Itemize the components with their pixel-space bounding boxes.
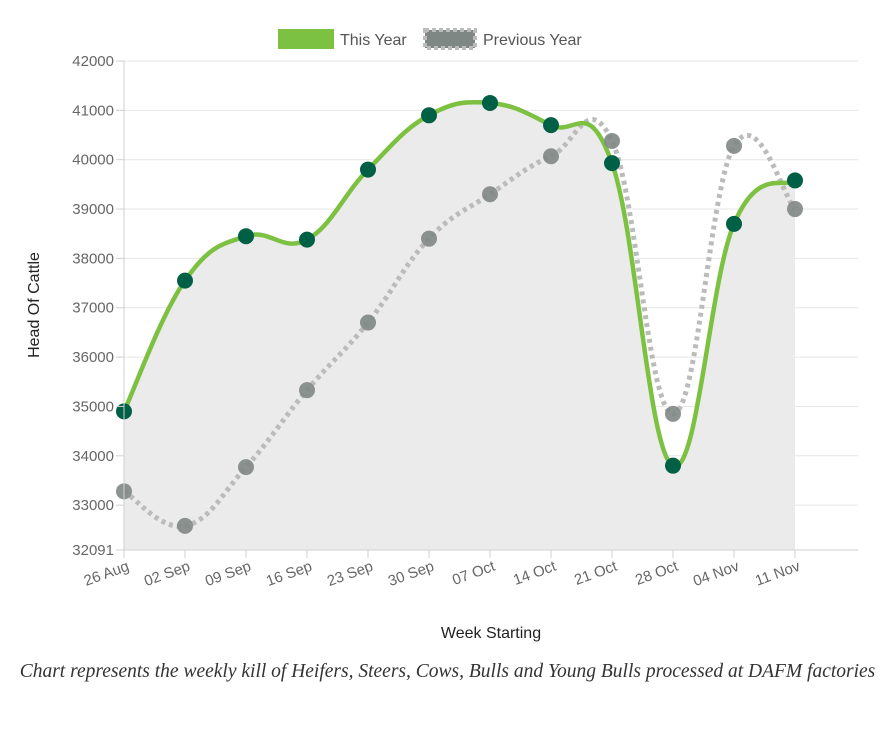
previous-year-point bbox=[665, 405, 681, 422]
previous-year-point bbox=[299, 382, 315, 399]
y-tick-label: 32091 bbox=[72, 542, 114, 559]
this-year-point bbox=[787, 172, 803, 189]
this-year-area-fill bbox=[124, 102, 795, 550]
this-year-point bbox=[543, 117, 559, 134]
y-tick-label: 37000 bbox=[72, 300, 114, 317]
x-tick-label: 09 Sep bbox=[203, 558, 253, 590]
y-tick-label: 33000 bbox=[72, 497, 114, 514]
x-tick-label: 26 Aug bbox=[82, 558, 132, 590]
this-year-point bbox=[482, 94, 498, 111]
y-tick-label: 41000 bbox=[72, 102, 114, 119]
x-tick-label: 07 Oct bbox=[450, 557, 498, 588]
y-tick-label: 39000 bbox=[72, 201, 114, 218]
x-tick-label: 04 Nov bbox=[691, 558, 742, 590]
chart-caption: Chart represents the weekly kill of Heif… bbox=[19, 661, 876, 682]
previous-year-point bbox=[360, 314, 376, 331]
previous-year-point bbox=[726, 137, 742, 154]
legend: This Year Previous Year bbox=[278, 28, 582, 50]
line-chart: This Year Previous Year 32091 33000 34000 35… bbox=[26, 28, 858, 642]
x-tick-label: 11 Nov bbox=[753, 558, 803, 590]
y-tick-label: 38000 bbox=[72, 250, 114, 267]
x-tick-label: 02 Sep bbox=[142, 558, 192, 590]
this-year-point bbox=[421, 107, 437, 124]
legend-swatch-this-year bbox=[278, 29, 334, 49]
y-tick-label: 36000 bbox=[72, 349, 114, 366]
x-tick-label: 28 Oct bbox=[633, 557, 681, 588]
previous-year-point bbox=[177, 517, 193, 534]
this-year-point bbox=[238, 228, 254, 245]
x-tick-label: 23 Sep bbox=[325, 558, 375, 590]
previous-year-point bbox=[604, 132, 620, 149]
legend-swatch-previous-year bbox=[423, 28, 477, 50]
previous-year-line bbox=[122, 117, 797, 529]
this-year-point bbox=[360, 161, 376, 178]
y-tick-label: 42000 bbox=[72, 53, 114, 70]
legend-label-this-year: This Year bbox=[340, 32, 407, 49]
this-year-point bbox=[177, 272, 193, 289]
previous-year-point bbox=[543, 148, 559, 165]
previous-year-point bbox=[787, 201, 803, 218]
x-tick-label: 14 Oct bbox=[511, 557, 559, 588]
this-year-point bbox=[665, 457, 681, 474]
y-axis-title: Head Of Cattle bbox=[26, 252, 43, 358]
previous-year-point bbox=[482, 186, 498, 203]
legend-label-previous-year: Previous Year bbox=[483, 32, 582, 49]
x-tick-label: 21 Oct bbox=[572, 557, 620, 588]
x-tick-label: 16 Sep bbox=[264, 558, 314, 590]
this-year-point bbox=[299, 231, 315, 248]
previous-year-point bbox=[238, 459, 254, 476]
y-tick-label: 34000 bbox=[72, 448, 114, 465]
this-year-point bbox=[726, 215, 742, 232]
this-year-point bbox=[604, 155, 620, 172]
y-tick-label: 40000 bbox=[72, 152, 114, 169]
previous-year-point bbox=[421, 230, 437, 247]
x-tick-label: 30 Sep bbox=[386, 558, 436, 590]
x-axis-title: Week Starting bbox=[441, 625, 541, 642]
this-year-area bbox=[124, 102, 795, 550]
series-points bbox=[116, 94, 803, 534]
y-tick-label: 35000 bbox=[72, 398, 114, 415]
